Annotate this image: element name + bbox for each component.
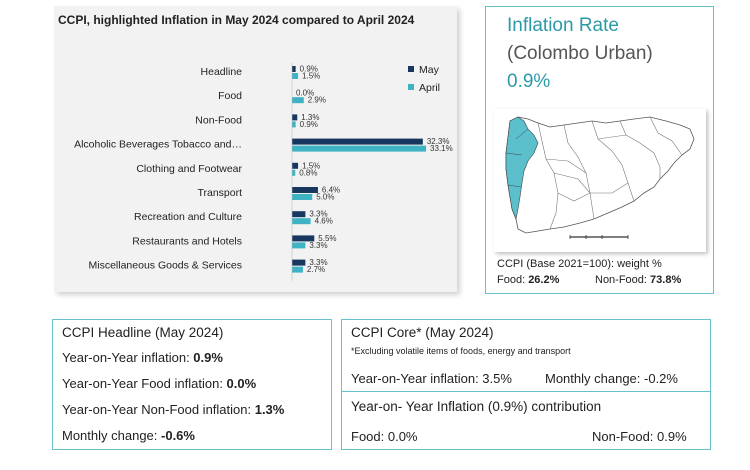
bar-may	[292, 66, 296, 72]
headline-monthly-label: Monthly change:	[62, 428, 162, 443]
data-label-april: 0.9%	[300, 120, 318, 129]
data-label-may: 32.3%	[427, 137, 450, 146]
data-label-may: 3.3%	[309, 258, 327, 267]
bar-april	[292, 242, 306, 249]
bar-may	[292, 187, 318, 193]
weight-nonfood-label: Non-Food:	[595, 274, 651, 286]
headline-monthly: Monthly change: -0.6%	[62, 428, 195, 443]
contribution-food: Food: 0.0%	[351, 429, 418, 444]
core-yoy: Year-on-Year inflation: 3.5%	[351, 371, 512, 386]
headline-nonfood-value: 1.3%	[254, 402, 285, 417]
data-label-april: 3.3%	[309, 241, 327, 250]
data-label-april: 33.1%	[430, 144, 453, 153]
map-scale-bar	[569, 235, 629, 239]
category-label: Miscellaneous Goods & Services	[89, 260, 243, 272]
bar-may	[292, 138, 423, 145]
headline-yoy-value: 0.9%	[193, 350, 223, 365]
weight-food-label: Food:	[497, 274, 529, 286]
bar-april	[292, 97, 304, 104]
core-card: CCPI Core* (May 2024) *Excluding volatil…	[341, 319, 711, 392]
headline-card: CCPI Headline (May 2024) Year-on-Year in…	[52, 319, 332, 450]
contribution-card: Year-on- Year Inflation (0.9%) contribut…	[341, 391, 711, 450]
legend-swatch-may	[408, 66, 414, 72]
data-label-april: 0.8%	[299, 168, 317, 177]
category-label: Recreation and Culture	[134, 211, 242, 223]
headline-food-label: Year-on-Year Food inflation:	[62, 376, 227, 391]
category-label: Non-Food	[195, 114, 242, 126]
core-title: CCPI Core* (May 2024)	[351, 325, 494, 340]
headline-monthly-value: -0.6%	[161, 428, 195, 443]
bar-april	[292, 169, 296, 176]
data-label-april: 4.6%	[315, 217, 333, 226]
category-label: Restaurants and Hotels	[132, 235, 242, 247]
data-label-may: 1.5%	[302, 161, 320, 170]
headline-food: Year-on-Year Food inflation: 0.0%	[62, 376, 256, 391]
chart-panel: CCPI, highlighted Inflation in May 2024 …	[54, 6, 457, 292]
category-label: Headline	[201, 66, 243, 78]
data-label-april: 2.7%	[307, 265, 325, 274]
core-monthly: Monthly change: -0.2%	[545, 371, 678, 386]
data-label-may: 0.9%	[300, 65, 318, 74]
headline-title: CCPI Headline (May 2024)	[62, 325, 224, 340]
headline-nonfood: Year-on-Year Non-Food inflation: 1.3%	[62, 402, 284, 417]
category-label: Clothing and Footwear	[136, 163, 242, 175]
data-label-may: 1.3%	[301, 113, 319, 122]
data-label-may: 3.3%	[309, 210, 327, 219]
data-label-april: 1.5%	[302, 72, 320, 81]
legend-label-april: April	[419, 82, 440, 94]
weight-title: CCPI (Base 2021=100): weight %	[497, 258, 662, 270]
data-label-april: 2.9%	[308, 96, 326, 105]
data-label-april: 5.0%	[316, 193, 334, 202]
bar-april	[292, 218, 311, 225]
bar-april	[292, 194, 313, 200]
category-label: Food	[218, 90, 242, 102]
weight-nonfood: Non-Food: 73.8%	[595, 274, 681, 286]
legend-swatch-april	[408, 84, 414, 90]
weight-nonfood-value: 73.8%	[650, 274, 682, 286]
bar-april	[292, 73, 299, 79]
bar-may	[292, 235, 315, 242]
inflation-rate-card: Inflation Rate (Colombo Urban) 0.9%	[485, 6, 714, 294]
category-label: Transport	[197, 187, 242, 199]
weight-values: Food: 26.2% Non-Food: 73.8%	[497, 274, 707, 286]
bar-april	[292, 266, 303, 273]
legend-label-may: May	[419, 64, 440, 76]
headline-food-value: 0.0%	[226, 376, 257, 391]
contribution-nonfood: Non-Food: 0.9%	[592, 429, 687, 444]
weight-food-value: 26.2%	[528, 274, 560, 286]
data-label-may: 6.4%	[322, 186, 340, 195]
chart-title: CCPI, highlighted Inflation in May 2024 …	[58, 13, 415, 27]
headline-nonfood-label: Year-on-Year Non-Food inflation:	[62, 402, 255, 417]
bar-april	[292, 121, 296, 128]
headline-yoy: Year-on-Year inflation: 0.9%	[62, 350, 223, 365]
headline-yoy-label: Year-on-Year inflation:	[62, 350, 194, 365]
contribution-title: Year-on- Year Inflation (0.9%) contribut…	[351, 399, 602, 414]
bar-april	[292, 145, 427, 152]
highlighted-area	[505, 116, 539, 221]
core-note: *Excluding volatile items of foods, ener…	[351, 346, 571, 356]
bar-may	[292, 114, 298, 121]
data-label-may: 0.0%	[296, 89, 314, 98]
district-map-image	[505, 116, 695, 239]
data-label-may: 5.5%	[318, 234, 336, 243]
inflation-rate-title: Inflation Rate	[507, 15, 619, 36]
inflation-rate-value: 0.9%	[507, 71, 551, 92]
bar-chart: Headline 0.9%1.5%Food 0.0%2.9%Non-Food 1.3%…	[74, 63, 453, 281]
bar-may	[292, 211, 306, 218]
bar-may	[292, 259, 306, 266]
category-label: Alcoholic Beverages Tobacco and…	[74, 139, 242, 151]
colombo-map	[494, 109, 706, 252]
bar-may	[292, 162, 299, 169]
inflation-rate-subtitle: (Colombo Urban)	[507, 43, 653, 64]
